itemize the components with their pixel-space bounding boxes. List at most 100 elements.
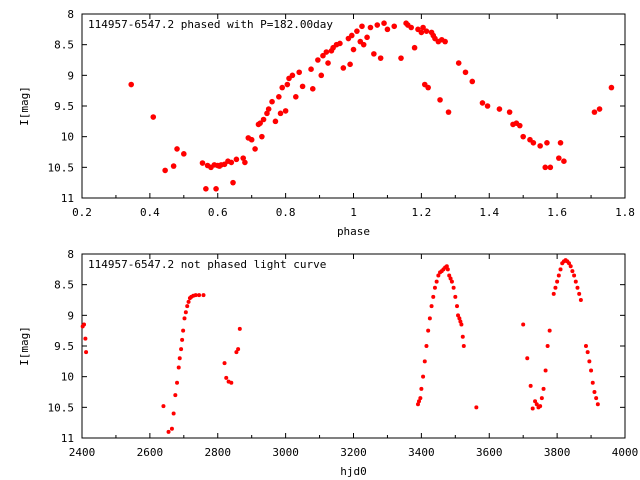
- data-point: [398, 55, 404, 61]
- data-point: [589, 368, 594, 373]
- data-point: [377, 55, 384, 61]
- data-point: [179, 347, 184, 352]
- data-point: [150, 114, 157, 120]
- data-point: [422, 359, 427, 364]
- data-point: [359, 23, 365, 30]
- data-point: [567, 261, 572, 266]
- data-point: [568, 264, 573, 269]
- data-point: [248, 136, 255, 143]
- data-point: [173, 393, 178, 398]
- data-point: [260, 116, 267, 123]
- data-point: [521, 322, 526, 327]
- x-tick-label: 0.2: [72, 206, 92, 219]
- data-point: [237, 326, 242, 331]
- data-point: [199, 160, 206, 166]
- data-point: [572, 273, 577, 278]
- data-point: [180, 337, 185, 342]
- x-tick-label: 2800: [205, 446, 232, 459]
- data-point: [83, 336, 88, 341]
- x-tick-label: 0.6: [208, 206, 228, 219]
- data-point: [252, 146, 258, 152]
- x-tick-label: 3800: [544, 446, 571, 459]
- data-point: [175, 380, 180, 385]
- data-point: [309, 86, 316, 92]
- data-point: [419, 386, 424, 391]
- x-tick-label: 4000: [612, 446, 639, 459]
- data-point: [418, 29, 425, 36]
- data-point: [557, 140, 564, 146]
- y-tick-label: 10.5: [48, 401, 75, 414]
- data-point: [420, 24, 426, 31]
- data-point: [437, 97, 443, 103]
- data-point: [408, 24, 414, 31]
- data-series: [80, 258, 600, 434]
- data-point: [444, 264, 449, 269]
- data-point: [429, 304, 434, 309]
- y-axis-label: I[mag]: [18, 326, 31, 366]
- data-point: [340, 65, 347, 71]
- data-point: [299, 83, 306, 90]
- data-point: [590, 380, 595, 385]
- data-point: [171, 411, 176, 416]
- data-point: [596, 106, 603, 112]
- data-point: [570, 269, 575, 274]
- y-tick-label: 9: [67, 69, 74, 82]
- data-point: [460, 334, 465, 339]
- data-point: [445, 267, 450, 272]
- data-point: [296, 69, 303, 76]
- y-tick-label: 9.5: [54, 340, 74, 353]
- data-point: [259, 133, 265, 140]
- data-point: [479, 100, 486, 106]
- data-point: [323, 49, 330, 55]
- data-point: [337, 40, 343, 47]
- unphased-light-curve-panel: 2400 2600 2800 3000 3200 3400 3600 3800 4000 8 8.5…: [18, 248, 638, 478]
- x-tick-label: 0.4: [140, 206, 160, 219]
- data-point: [542, 164, 549, 171]
- y-tick-label: 10.5: [48, 161, 75, 174]
- y-tick-label: 9: [67, 309, 74, 322]
- data-point: [451, 285, 456, 290]
- data-point: [608, 84, 615, 91]
- data-point: [551, 291, 556, 296]
- data-point: [594, 396, 599, 401]
- data-point: [416, 399, 421, 404]
- x-tick-label: 2600: [137, 446, 164, 459]
- data-point: [82, 322, 87, 327]
- data-point: [185, 304, 190, 309]
- x-tick-label: 1: [350, 206, 357, 219]
- data-point: [230, 179, 236, 186]
- data-point: [177, 356, 182, 361]
- data-point: [257, 120, 263, 126]
- y-tick-label: 11: [61, 432, 74, 445]
- data-point: [455, 60, 462, 66]
- data-point: [421, 374, 426, 379]
- data-point: [573, 279, 578, 284]
- data-point: [585, 350, 590, 355]
- data-point: [434, 279, 439, 284]
- data-point: [544, 140, 550, 146]
- data-point: [462, 69, 469, 76]
- data-point: [325, 60, 331, 66]
- data-point: [229, 380, 234, 385]
- data-point: [474, 405, 479, 410]
- data-point: [197, 293, 202, 298]
- data-point: [224, 375, 229, 380]
- data-point: [269, 98, 275, 105]
- x-tick-label: 1.6: [547, 206, 567, 219]
- data-point: [162, 167, 168, 174]
- data-point: [264, 110, 270, 117]
- data-point: [228, 159, 235, 166]
- data-point: [541, 386, 546, 391]
- data-point: [265, 106, 272, 112]
- data-point: [458, 319, 463, 324]
- y-tick-label: 10: [61, 131, 74, 144]
- y-tick-label: 8.5: [54, 39, 74, 52]
- data-point: [320, 52, 326, 59]
- data-point: [213, 186, 219, 192]
- data-point: [242, 159, 248, 166]
- data-point: [469, 78, 476, 85]
- data-point: [537, 143, 543, 149]
- data-point: [528, 383, 533, 388]
- data-point: [530, 406, 535, 411]
